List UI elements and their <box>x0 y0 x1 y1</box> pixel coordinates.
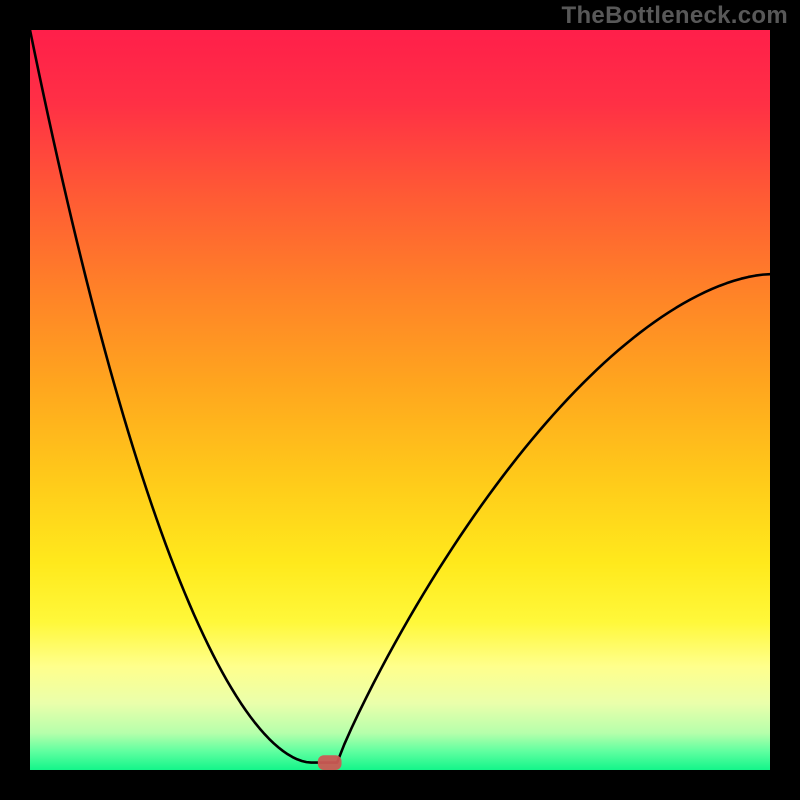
bottleneck-chart <box>0 0 800 800</box>
plot-background <box>30 30 770 770</box>
optimal-point-marker <box>318 755 342 770</box>
watermark-text: TheBottleneck.com <box>562 2 788 30</box>
